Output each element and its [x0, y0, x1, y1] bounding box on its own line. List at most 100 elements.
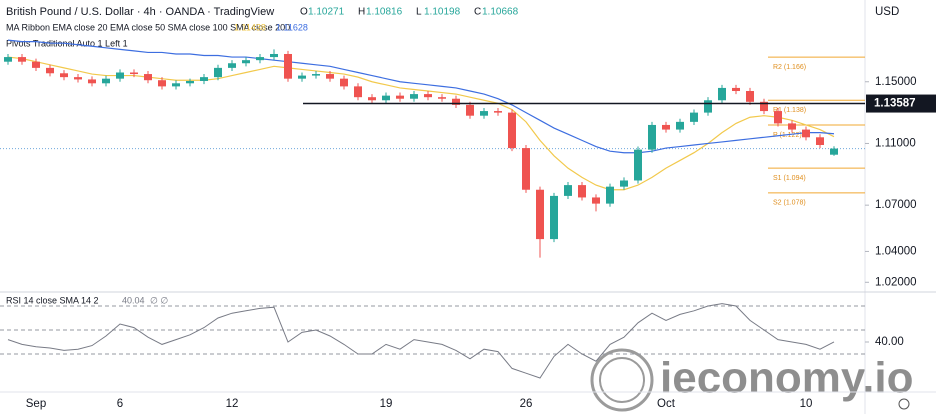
candle-body [46, 67, 54, 74]
candle-body [256, 57, 264, 61]
rsi-y-tick-label: 40.00 [875, 336, 904, 348]
candle-body [592, 197, 600, 204]
candle-body [620, 180, 628, 187]
x-tick-label: 10 [800, 398, 813, 410]
price-tag [866, 94, 936, 113]
candle-body [704, 100, 712, 113]
candle-body [284, 53, 292, 79]
ohlc-value: 1.10271 [308, 7, 345, 18]
ma-legend-value: 1.11438 [234, 22, 266, 32]
candle-body [410, 94, 418, 99]
candle-body [578, 185, 586, 198]
candle-body [452, 98, 460, 105]
symbol-title: British Pound / U.S. Dollar · 4h · OANDA… [6, 6, 274, 18]
pivot-label: S2 (1.078) [773, 200, 806, 207]
candle-body [228, 63, 236, 68]
candle-body [746, 91, 754, 102]
candle-body [690, 112, 698, 122]
candle-body [18, 57, 26, 62]
rsi-legend: RSI 14 close SMA 14 2 [6, 295, 99, 305]
ma-legend: MA Ribbon EMA close 20 EMA close 50 SMA … [6, 22, 290, 32]
candle-body [438, 97, 446, 99]
y-tick-label: 1.15000 [875, 76, 917, 88]
rsi-line [7, 303, 835, 379]
candle-body [102, 78, 110, 84]
candle-body [130, 72, 138, 75]
candle-body [186, 80, 194, 84]
ohlc-value: 1.10668 [482, 7, 519, 18]
ohlc-value: 1.10816 [366, 7, 403, 18]
candle-body [718, 87, 726, 101]
y-tick-label: 1.11000 [875, 137, 916, 149]
candle-body [466, 104, 474, 116]
candle-body [830, 148, 838, 155]
candle-body [662, 124, 670, 130]
candle-body [214, 67, 222, 78]
candle-body [788, 123, 796, 130]
ohlc-value: 1.10198 [424, 7, 461, 18]
candle-body [508, 112, 516, 149]
price-tag-label: 1.13587 [874, 98, 916, 110]
y-tick-label: 1.02000 [875, 276, 917, 288]
pivot-label: R1 (1.138) [773, 107, 806, 114]
candle-body [368, 97, 376, 101]
candle-body [816, 137, 824, 145]
candle-body [424, 94, 432, 98]
currency: USD [875, 6, 899, 18]
candle-body [32, 61, 40, 68]
x-tick-label: 19 [380, 398, 393, 410]
pivot-label: R2 (1.166) [773, 64, 806, 71]
x-tick-label: Oct [657, 398, 676, 410]
candle-body [116, 72, 124, 79]
candle-body [340, 78, 348, 87]
candle-body [480, 111, 488, 116]
ohlc-label: H [358, 7, 365, 18]
x-tick-label: 12 [226, 398, 239, 410]
x-tick-label: 26 [520, 398, 533, 410]
ohlc-label: O [300, 7, 308, 18]
candle-body [676, 121, 684, 130]
candle-body [144, 74, 152, 81]
candle-body [158, 80, 166, 87]
candle-body [494, 111, 502, 113]
candle-body [760, 101, 768, 112]
candle-body [564, 185, 572, 196]
pivot-label: S1 (1.094) [773, 175, 806, 182]
candle-body [4, 57, 12, 62]
settings-icon[interactable] [898, 398, 910, 410]
candle-body [522, 148, 530, 190]
watermark: ieconomy.io [590, 348, 913, 412]
candle-body [354, 86, 362, 98]
candle-body [312, 74, 320, 76]
ma-legend-value: 1.11628 [276, 22, 308, 32]
candle-body [634, 149, 642, 181]
candle-body [326, 74, 334, 79]
x-tick-label: 6 [117, 398, 123, 410]
candle-body [200, 77, 208, 81]
candle-body [88, 79, 96, 84]
candle-body [270, 53, 278, 58]
candle-body [74, 77, 82, 80]
y-tick-label: 1.07000 [875, 199, 917, 211]
candle-body [396, 95, 404, 99]
candle-body [172, 83, 180, 87]
candle-body [536, 189, 544, 240]
candle-body [382, 95, 390, 101]
candle-body [606, 186, 614, 204]
candle-body [298, 75, 306, 79]
candle-body [550, 195, 558, 240]
candle-body [60, 73, 68, 78]
candle-body [732, 87, 740, 92]
y-tick-label: 1.04000 [875, 245, 917, 257]
rsi-value: 40.04 [122, 295, 145, 305]
x-tick-label: Sep [26, 398, 46, 410]
ma-line [7, 39, 835, 154]
rsi-na: ∅ ∅ [150, 295, 168, 305]
candle-body [802, 129, 810, 138]
ohlc-label: L [416, 7, 422, 18]
watermark-text: ieconomy.io [660, 354, 913, 403]
candle-body [242, 60, 250, 64]
ohlc-label: C [474, 7, 481, 18]
